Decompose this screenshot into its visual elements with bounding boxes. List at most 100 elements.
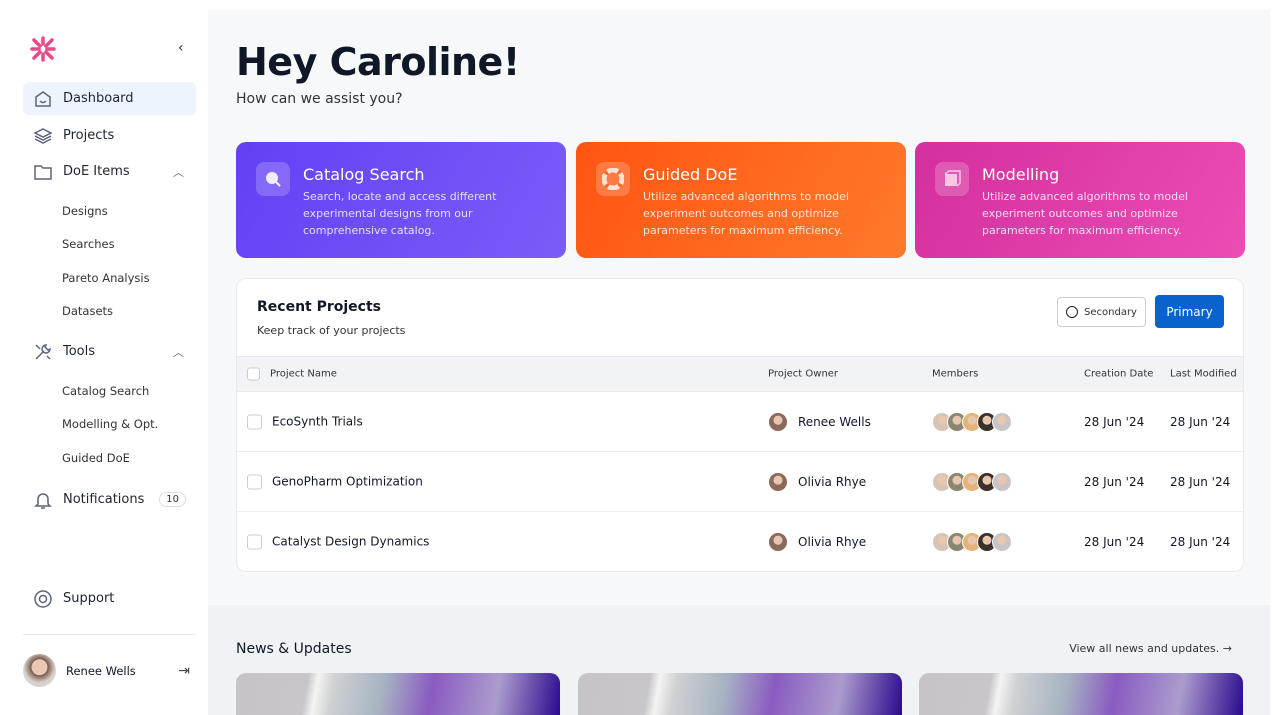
- feature-title: Guided DoE: [643, 165, 738, 184]
- feature-card-catalog-search[interactable]: Catalog Search Search, locate and access…: [236, 142, 566, 258]
- sidebar-item-label: DoE Items: [63, 164, 130, 179]
- cube-icon: [935, 162, 969, 196]
- search-icon: [256, 162, 290, 196]
- layers-icon: [33, 127, 53, 144]
- secondary-label: Secondary: [1084, 306, 1137, 318]
- sidebar-item-dashboard[interactable]: Dashboard: [23, 82, 196, 115]
- card-subtitle: Keep track of your projects: [257, 324, 406, 337]
- link-label: View all news and updates.: [1069, 642, 1220, 655]
- main-content: Hey Caroline! How can we assist you? Cat…: [208, 10, 1270, 715]
- members-avatars: [932, 471, 1012, 492]
- collapse-sidebar-icon[interactable]: ‹: [178, 40, 184, 56]
- divider: [23, 634, 196, 635]
- sidebar-subitem-guided-doe[interactable]: Guided DoE: [62, 451, 130, 465]
- member-avatar: [992, 531, 1012, 552]
- member-avatar: [992, 471, 1012, 492]
- feature-card-modelling[interactable]: Modelling Utilize advanced algorithms to…: [915, 142, 1245, 258]
- feature-title: Modelling: [982, 165, 1060, 184]
- column-header: Project Owner: [768, 368, 839, 380]
- news-image[interactable]: [919, 673, 1243, 715]
- project-name[interactable]: EcoSynth Trials: [272, 414, 363, 429]
- row-checkbox[interactable]: [247, 474, 262, 489]
- creation-date: 28 Jun '24: [1084, 534, 1145, 549]
- last-modified: 28 Jun '24: [1170, 534, 1231, 549]
- sidebar-subitem-searches[interactable]: Searches: [62, 237, 115, 251]
- primary-button[interactable]: Primary: [1155, 295, 1224, 328]
- sidebar-item-label: Projects: [63, 128, 115, 143]
- row-checkbox[interactable]: [247, 414, 262, 429]
- column-header: Members: [932, 368, 979, 380]
- circle-icon: [1066, 306, 1079, 318]
- feature-desc: Search, locate and access different expe…: [303, 190, 497, 237]
- table-row[interactable]: GenoPharm Optimization Olivia Rhye 28 Ju…: [237, 452, 1243, 512]
- sidebar-item-label: Dashboard: [63, 91, 134, 106]
- column-header: Creation Date: [1084, 368, 1154, 380]
- tools-icon: [35, 343, 51, 360]
- owner-avatar: [768, 471, 788, 492]
- home-icon: [35, 90, 51, 107]
- chevron-up-icon[interactable]: ︿: [173, 165, 184, 179]
- project-owner: Olivia Rhye: [798, 534, 867, 549]
- column-header: Project Name: [270, 368, 337, 380]
- project-name[interactable]: Catalyst Design Dynamics: [272, 534, 430, 549]
- last-modified: 28 Jun '24: [1170, 474, 1231, 489]
- lifebuoy-icon: [596, 162, 630, 196]
- news-section: News & Updates View all news and updates…: [208, 605, 1270, 715]
- sidebar-subitem-modelling[interactable]: Modelling & Opt.: [62, 417, 159, 431]
- card-title: Recent Projects: [257, 299, 382, 315]
- creation-date: 28 Jun '24: [1084, 474, 1145, 489]
- sidebar-item-tools[interactable]: Tools ︿: [23, 335, 196, 368]
- sidebar-item-notifications[interactable]: Notifications 10: [23, 483, 196, 516]
- sidebar-subitem-pareto[interactable]: Pareto Analysis: [62, 271, 150, 285]
- sidebar-subitem-datasets[interactable]: Datasets: [62, 304, 114, 318]
- page-title: Hey Caroline!: [236, 40, 520, 84]
- row-checkbox[interactable]: [247, 534, 262, 549]
- sidebar-item-support[interactable]: Support: [23, 582, 196, 615]
- bell-icon: [34, 492, 52, 509]
- notification-badge: 10: [159, 492, 186, 507]
- owner-avatar: [768, 411, 788, 432]
- feature-desc: Utilize advanced algorithms to model exp…: [982, 190, 1188, 237]
- project-name[interactable]: GenoPharm Optimization: [272, 474, 423, 489]
- avatar: [23, 654, 56, 687]
- sidebar-item-label: Support: [63, 591, 115, 606]
- members-avatars: [932, 411, 1012, 432]
- creation-date: 28 Jun '24: [1084, 414, 1145, 429]
- feature-card-guided-doe[interactable]: Guided DoE Utilize advanced algorithms t…: [576, 142, 906, 258]
- page-subtitle: How can we assist you?: [236, 91, 403, 107]
- project-owner: Renee Wells: [798, 414, 871, 429]
- sidebar-subitem-catalog-search[interactable]: Catalog Search: [62, 384, 150, 398]
- lifebuoy-icon: [34, 589, 52, 608]
- members-avatars: [932, 531, 1012, 552]
- logo-icon: [30, 36, 56, 62]
- table-header: Project Name Project Owner Members Creat…: [237, 356, 1243, 392]
- sidebar: ‹ Dashboard Projects DoE Items ︿ Designs …: [0, 0, 208, 715]
- feature-desc: Utilize advanced algorithms to model exp…: [643, 190, 849, 237]
- project-owner: Olivia Rhye: [798, 474, 867, 489]
- user-name: Renee Wells: [66, 663, 136, 678]
- news-title: News & Updates: [236, 641, 352, 657]
- member-avatar: [992, 411, 1012, 432]
- sidebar-subitem-designs[interactable]: Designs: [62, 204, 108, 218]
- user-profile[interactable]: Renee Wells ⇥: [23, 654, 196, 687]
- arrow-right-icon: →: [1222, 642, 1232, 655]
- logout-icon[interactable]: ⇥: [178, 662, 190, 679]
- owner-avatar: [768, 531, 788, 552]
- last-modified: 28 Jun '24: [1170, 414, 1231, 429]
- sidebar-item-projects[interactable]: Projects: [23, 119, 196, 152]
- view-all-news-link[interactable]: View all news and updates. →: [1069, 642, 1232, 655]
- secondary-button[interactable]: Secondary: [1057, 297, 1146, 327]
- folder-icon: [34, 164, 52, 180]
- sidebar-item-label: Notifications: [63, 492, 145, 507]
- sidebar-item-label: Tools: [63, 344, 96, 359]
- sidebar-item-doe-items[interactable]: DoE Items ︿: [23, 155, 196, 188]
- select-all-checkbox[interactable]: [247, 367, 260, 381]
- news-image[interactable]: [578, 673, 902, 715]
- news-image[interactable]: [236, 673, 560, 715]
- chevron-up-icon[interactable]: ︿: [173, 345, 184, 359]
- feature-title: Catalog Search: [303, 165, 425, 184]
- table-row[interactable]: Catalyst Design Dynamics Olivia Rhye 28 …: [237, 512, 1243, 571]
- table-row[interactable]: EcoSynth Trials Renee Wells 28 Jun '24 2…: [237, 392, 1243, 452]
- recent-projects-card: Recent Projects Keep track of your proje…: [236, 278, 1244, 572]
- column-header: Last Modified: [1170, 368, 1237, 380]
